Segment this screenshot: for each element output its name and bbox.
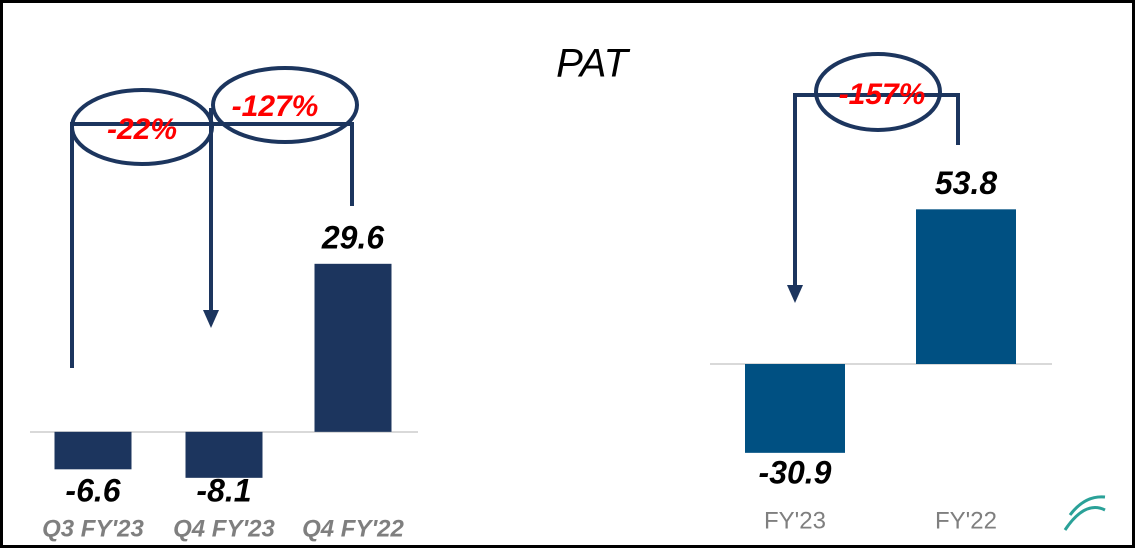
bar bbox=[185, 431, 263, 478]
change-annotation: -22% bbox=[107, 113, 177, 146]
value-label: -8.1 bbox=[196, 472, 251, 508]
bar bbox=[745, 364, 845, 453]
bar bbox=[314, 263, 392, 432]
value-label: 29.6 bbox=[321, 219, 384, 255]
value-label: -6.6 bbox=[65, 472, 120, 508]
value-label: 53.8 bbox=[935, 165, 997, 201]
bar bbox=[54, 431, 132, 470]
category-label: Q4 FY'22 bbox=[302, 515, 404, 542]
category-label: Q3 FY'23 bbox=[42, 515, 144, 542]
change-annotation: -127% bbox=[232, 90, 319, 123]
category-label: Q4 FY'23 bbox=[173, 515, 275, 542]
bar bbox=[916, 209, 1016, 364]
slide-title: PAT bbox=[556, 42, 630, 86]
value-label: -30.9 bbox=[759, 454, 832, 490]
category-label: FY'22 bbox=[935, 507, 997, 534]
category-label: FY'23 bbox=[764, 507, 826, 534]
change-annotation: -157% bbox=[839, 78, 926, 111]
